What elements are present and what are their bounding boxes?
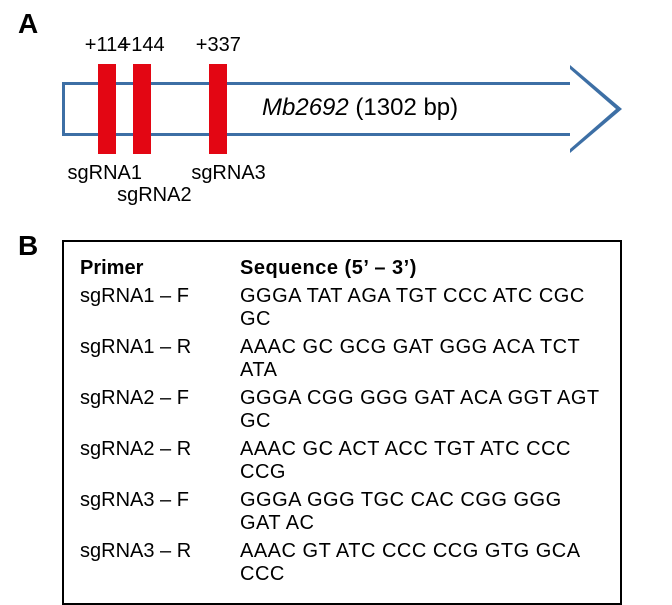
gene-diagram: Mb2692 (1302 bp) +114sgRNA1 +144sgRNA2 +33… (62, 22, 622, 192)
gene-name-paren: (1302 bp) (349, 94, 458, 121)
panel-a-label: A (18, 8, 38, 40)
primer-row: sgRNA3 – RAAAC GT ATC CCC CCG GTG GCA CC… (80, 540, 604, 586)
primer-row: sgRNA3 – FGGGA GGG TGC CAC CGG GGG GAT A… (80, 489, 604, 535)
gene-label: Mb2692 (1302 bp) (262, 94, 458, 122)
primer-header-col-primer: Primer (80, 257, 240, 280)
primer-sequence: GGGA CGG GGG GAT ACA GGT AGT GC (240, 387, 604, 433)
primer-sequence: GGGA TAT AGA TGT CCC ATC CGC GC (240, 285, 604, 331)
primer-row: sgRNA2 – FGGGA CGG GGG GAT ACA GGT AGT G… (80, 387, 604, 433)
sgrna-site-2: +144sgRNA2 (133, 64, 151, 154)
sgrna-site-3-pos: +337 (196, 34, 241, 57)
sgrna-site-3: +337sgRNA3 (209, 64, 227, 154)
primer-name: sgRNA3 – F (80, 489, 240, 535)
sgrna-site-1-label: sgRNA1 (68, 162, 142, 185)
sgrna-site-3-label: sgRNA3 (191, 162, 265, 185)
primer-sequence: AAAC GC GCG GAT GGG ACA TCT ATA (240, 336, 604, 382)
primer-row: sgRNA1 – RAAAC GC GCG GAT GGG ACA TCT AT… (80, 336, 604, 382)
primer-name: sgRNA1 – F (80, 285, 240, 331)
gene-name-italic: Mb2692 (262, 94, 349, 121)
sgrna-site-2-pos: +144 (120, 34, 165, 57)
primer-sequence: AAAC GT ATC CCC CCG GTG GCA CCC (240, 540, 604, 586)
primer-row: sgRNA1 – FGGGA TAT AGA TGT CCC ATC CGC G… (80, 285, 604, 331)
sgrna-site-2-label: sgRNA2 (117, 184, 191, 207)
primer-sequence: GGGA GGG TGC CAC CGG GGG GAT AC (240, 489, 604, 535)
gene-arrow-head-inner (570, 69, 616, 149)
primer-header-col-seq: Sequence (5’ – 3’) (240, 257, 604, 280)
primer-name: sgRNA2 – F (80, 387, 240, 433)
primer-sequence: AAAC GC ACT ACC TGT ATC CCC CCG (240, 438, 604, 484)
primer-table-header: Primer Sequence (5’ – 3’) (80, 257, 604, 280)
primer-table: Primer Sequence (5’ – 3’) sgRNA1 – FGGGA… (62, 240, 622, 605)
panel-b-label: B (18, 230, 38, 262)
primer-name: sgRNA1 – R (80, 336, 240, 382)
primer-row: sgRNA2 – RAAAC GC ACT ACC TGT ATC CCC CC… (80, 438, 604, 484)
sgrna-site-1: +114sgRNA1 (98, 64, 116, 154)
primer-name: sgRNA3 – R (80, 540, 240, 586)
primer-name: sgRNA2 – R (80, 438, 240, 484)
